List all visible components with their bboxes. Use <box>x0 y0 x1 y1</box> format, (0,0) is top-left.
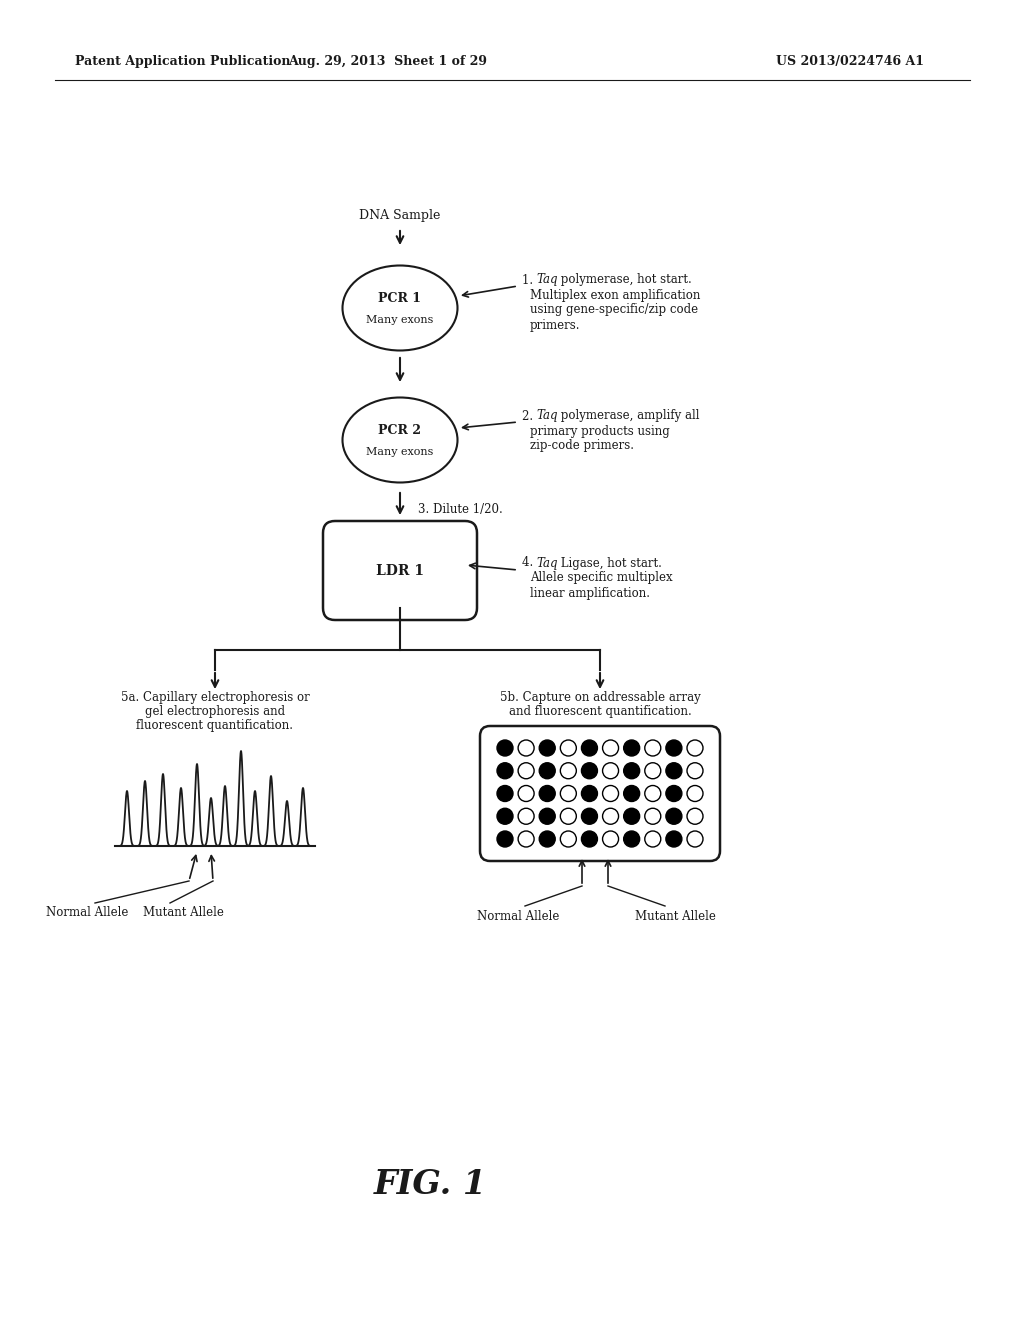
Circle shape <box>645 808 660 824</box>
Circle shape <box>518 808 535 824</box>
Circle shape <box>666 741 682 756</box>
Text: Taq: Taq <box>536 273 557 286</box>
Circle shape <box>666 763 682 779</box>
Text: Mutant Allele: Mutant Allele <box>142 907 223 920</box>
Text: Many exons: Many exons <box>367 447 434 457</box>
Text: US 2013/0224746 A1: US 2013/0224746 A1 <box>776 55 924 69</box>
Text: Normal Allele: Normal Allele <box>46 907 128 920</box>
Text: LDR 1: LDR 1 <box>376 564 424 578</box>
Circle shape <box>582 808 597 824</box>
Circle shape <box>645 832 660 847</box>
Circle shape <box>645 785 660 801</box>
Text: FIG. 1: FIG. 1 <box>374 1168 486 1201</box>
Circle shape <box>497 741 513 756</box>
Circle shape <box>666 785 682 801</box>
Circle shape <box>540 763 555 779</box>
Circle shape <box>497 763 513 779</box>
Text: 4.: 4. <box>522 557 537 569</box>
Text: Patent Application Publication: Patent Application Publication <box>75 55 291 69</box>
Text: DNA Sample: DNA Sample <box>359 209 440 222</box>
Circle shape <box>602 832 618 847</box>
FancyBboxPatch shape <box>480 726 720 861</box>
Circle shape <box>582 832 597 847</box>
Circle shape <box>518 741 535 756</box>
Circle shape <box>624 741 640 756</box>
Text: Many exons: Many exons <box>367 315 434 325</box>
Circle shape <box>497 808 513 824</box>
Text: primers.: primers. <box>530 318 581 331</box>
Circle shape <box>518 832 535 847</box>
Text: using gene-specific/zip code: using gene-specific/zip code <box>530 304 698 317</box>
Circle shape <box>687 785 703 801</box>
Circle shape <box>540 785 555 801</box>
Circle shape <box>582 785 597 801</box>
Text: Allele specific multiplex: Allele specific multiplex <box>530 572 673 585</box>
Text: primary products using: primary products using <box>530 425 670 437</box>
Circle shape <box>582 763 597 779</box>
Circle shape <box>560 741 577 756</box>
Circle shape <box>624 763 640 779</box>
Circle shape <box>687 763 703 779</box>
Text: 3. Dilute 1/20.: 3. Dilute 1/20. <box>418 503 503 516</box>
Text: PCR 2: PCR 2 <box>379 424 422 437</box>
Circle shape <box>602 808 618 824</box>
Text: Mutant Allele: Mutant Allele <box>635 909 716 923</box>
Circle shape <box>540 741 555 756</box>
Circle shape <box>582 741 597 756</box>
Text: linear amplification.: linear amplification. <box>530 586 650 599</box>
Circle shape <box>624 808 640 824</box>
Text: polymerase, hot start.: polymerase, hot start. <box>557 273 692 286</box>
Text: 5b. Capture on addressable array: 5b. Capture on addressable array <box>500 692 700 705</box>
Circle shape <box>687 808 703 824</box>
Text: gel electrophoresis and: gel electrophoresis and <box>145 705 285 718</box>
Circle shape <box>518 785 535 801</box>
Text: fluorescent quantification.: fluorescent quantification. <box>136 719 294 733</box>
Text: Taq: Taq <box>536 409 557 422</box>
Circle shape <box>645 763 660 779</box>
Text: 5a. Capillary electrophoresis or: 5a. Capillary electrophoresis or <box>121 692 309 705</box>
Text: zip-code primers.: zip-code primers. <box>530 440 634 453</box>
Circle shape <box>560 832 577 847</box>
Circle shape <box>624 785 640 801</box>
Circle shape <box>560 763 577 779</box>
Text: polymerase, amplify all: polymerase, amplify all <box>557 409 699 422</box>
Circle shape <box>666 808 682 824</box>
Circle shape <box>497 832 513 847</box>
Circle shape <box>540 832 555 847</box>
Circle shape <box>602 741 618 756</box>
Circle shape <box>560 785 577 801</box>
Circle shape <box>666 832 682 847</box>
Text: Taq: Taq <box>536 557 557 569</box>
Circle shape <box>602 785 618 801</box>
Text: 1.: 1. <box>522 273 537 286</box>
Circle shape <box>560 808 577 824</box>
Circle shape <box>602 763 618 779</box>
Text: Multiplex exon amplification: Multiplex exon amplification <box>530 289 700 301</box>
Text: PCR 1: PCR 1 <box>379 292 422 305</box>
Circle shape <box>687 832 703 847</box>
Text: Ligase, hot start.: Ligase, hot start. <box>557 557 662 569</box>
Circle shape <box>687 741 703 756</box>
Circle shape <box>645 741 660 756</box>
Circle shape <box>497 785 513 801</box>
Text: 2.: 2. <box>522 409 537 422</box>
Text: Normal Allele: Normal Allele <box>477 909 559 923</box>
Circle shape <box>540 808 555 824</box>
Text: Aug. 29, 2013  Sheet 1 of 29: Aug. 29, 2013 Sheet 1 of 29 <box>289 55 487 69</box>
Text: and fluorescent quantification.: and fluorescent quantification. <box>509 705 691 718</box>
Circle shape <box>624 832 640 847</box>
Circle shape <box>518 763 535 779</box>
